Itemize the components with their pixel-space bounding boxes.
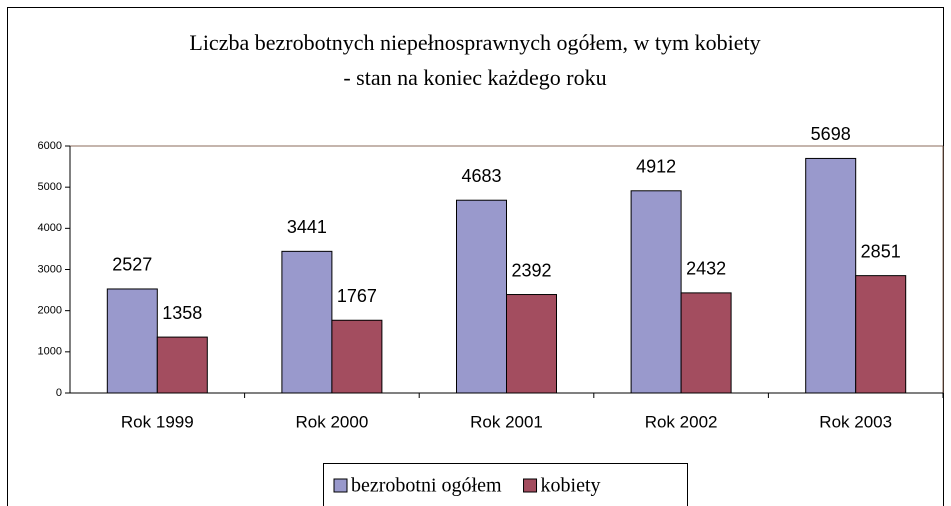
value-label: 4683 [461, 166, 501, 186]
value-label: 4912 [636, 157, 676, 177]
value-label: 2432 [686, 259, 726, 279]
value-label: 2851 [861, 241, 901, 261]
x-tick-label: Rok 2003 [819, 412, 892, 431]
x-tick-label: Rok 2000 [296, 412, 369, 431]
y-tick-label: 5000 [38, 181, 62, 193]
x-tick-label: Rok 1999 [121, 412, 194, 431]
bar [156, 336, 208, 394]
x-tick-label: Rok 2002 [645, 412, 718, 431]
y-tick-label: 0 [56, 387, 62, 399]
x-tick-label: Rok 2001 [470, 412, 543, 431]
legend-swatch [333, 478, 348, 493]
y-tick-label: 1000 [38, 346, 62, 358]
bar [506, 294, 557, 394]
y-tick-label: 4000 [38, 222, 62, 234]
legend-box [323, 463, 688, 506]
legend-swatch [523, 478, 538, 493]
bar [680, 292, 732, 394]
legend-label: bezrobotni ogółem [351, 475, 502, 497]
value-label: 1358 [162, 303, 202, 323]
bar [106, 288, 158, 394]
bar [805, 157, 857, 394]
bar [630, 190, 682, 394]
value-label: 5698 [811, 124, 851, 144]
y-tick-label: 2000 [38, 305, 62, 317]
bar [456, 199, 507, 394]
legend-label: kobiety [541, 475, 601, 497]
chart-subtitle: - stan na koniec każdego roku [343, 65, 606, 90]
bar [331, 319, 383, 394]
value-label: 1767 [337, 286, 377, 306]
value-label: 2527 [112, 255, 152, 275]
y-tick-label: 6000 [38, 140, 62, 152]
bar [281, 250, 333, 394]
value-label: 2392 [511, 260, 551, 280]
y-tick-label: 3000 [38, 263, 62, 275]
chart-title: Liczba bezrobotnych niepełnosprawnych og… [189, 30, 760, 55]
value-label: 3441 [287, 217, 327, 237]
bar [855, 275, 907, 394]
